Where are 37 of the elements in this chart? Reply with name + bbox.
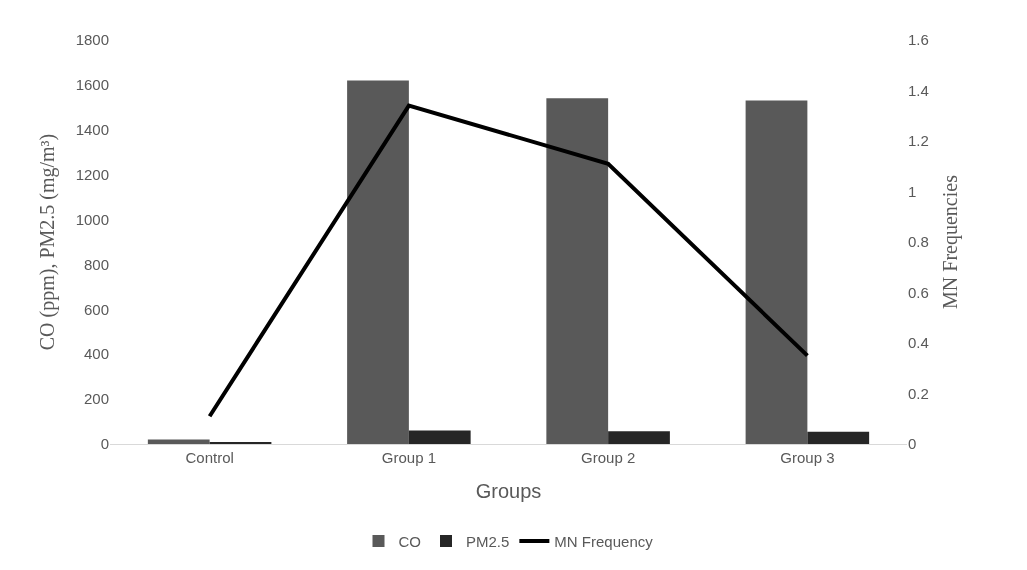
bar [347,80,409,444]
bar [408,430,471,444]
y2-tick-label: 1.2 [908,132,929,150]
x-tick-label: Group 1 [381,449,436,466]
y-tick-label: 600 [83,300,109,318]
y-axis-title: CO (ppm), PM2.5 (mg/m³) [36,133,60,351]
bar [745,100,808,444]
bar [608,431,670,444]
y2-tick-label: 0.6 [908,283,929,301]
bar [807,431,870,444]
x-tick-label: Group 2 [581,449,636,466]
y2-tick-label: 0.4 [908,334,929,352]
y2-tick-label: 1 [908,182,917,200]
y-tick-label: 200 [83,390,109,408]
y2-tick-label: 0.8 [908,233,929,251]
x-tick-label: Control [185,449,234,466]
y-tick-label: 1400 [75,121,109,139]
y-tick-label: 800 [83,255,109,273]
legend-label: PM2.5 [466,532,510,550]
y-tick-label: 1600 [75,76,109,94]
y2-tick-label: 1.6 [908,31,929,49]
bar [147,439,210,444]
x-axis-title: Groups [475,479,542,502]
line-series [207,103,810,419]
y2-tick-label: 0.2 [908,384,929,402]
y2-tick-label: 0 [908,435,917,453]
y-tick-label: 400 [83,345,109,363]
y-tick-label: 1000 [75,210,109,228]
legend-label: CO [398,532,421,550]
y-tick-label: 0 [100,435,109,453]
y2-tick-label: 1.4 [908,81,929,99]
x-tick-label: Group 3 [780,449,835,466]
bar [546,98,609,444]
y-tick-label: 1200 [75,165,109,183]
y-tick-label: 1800 [75,31,109,49]
legend-label: MN Frequency [554,532,654,550]
y2-axis-title: MN Frequencies [939,174,963,309]
